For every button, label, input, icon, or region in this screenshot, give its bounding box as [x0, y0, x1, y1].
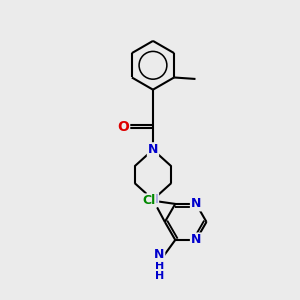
- Text: N: N: [148, 143, 158, 156]
- Text: N: N: [191, 233, 201, 246]
- Text: N: N: [148, 193, 158, 206]
- Text: H: H: [155, 261, 164, 271]
- Text: O: O: [117, 120, 129, 134]
- Text: N: N: [154, 248, 165, 261]
- Text: Cl: Cl: [142, 194, 156, 207]
- Text: N: N: [191, 197, 201, 210]
- Text: H: H: [155, 271, 164, 281]
